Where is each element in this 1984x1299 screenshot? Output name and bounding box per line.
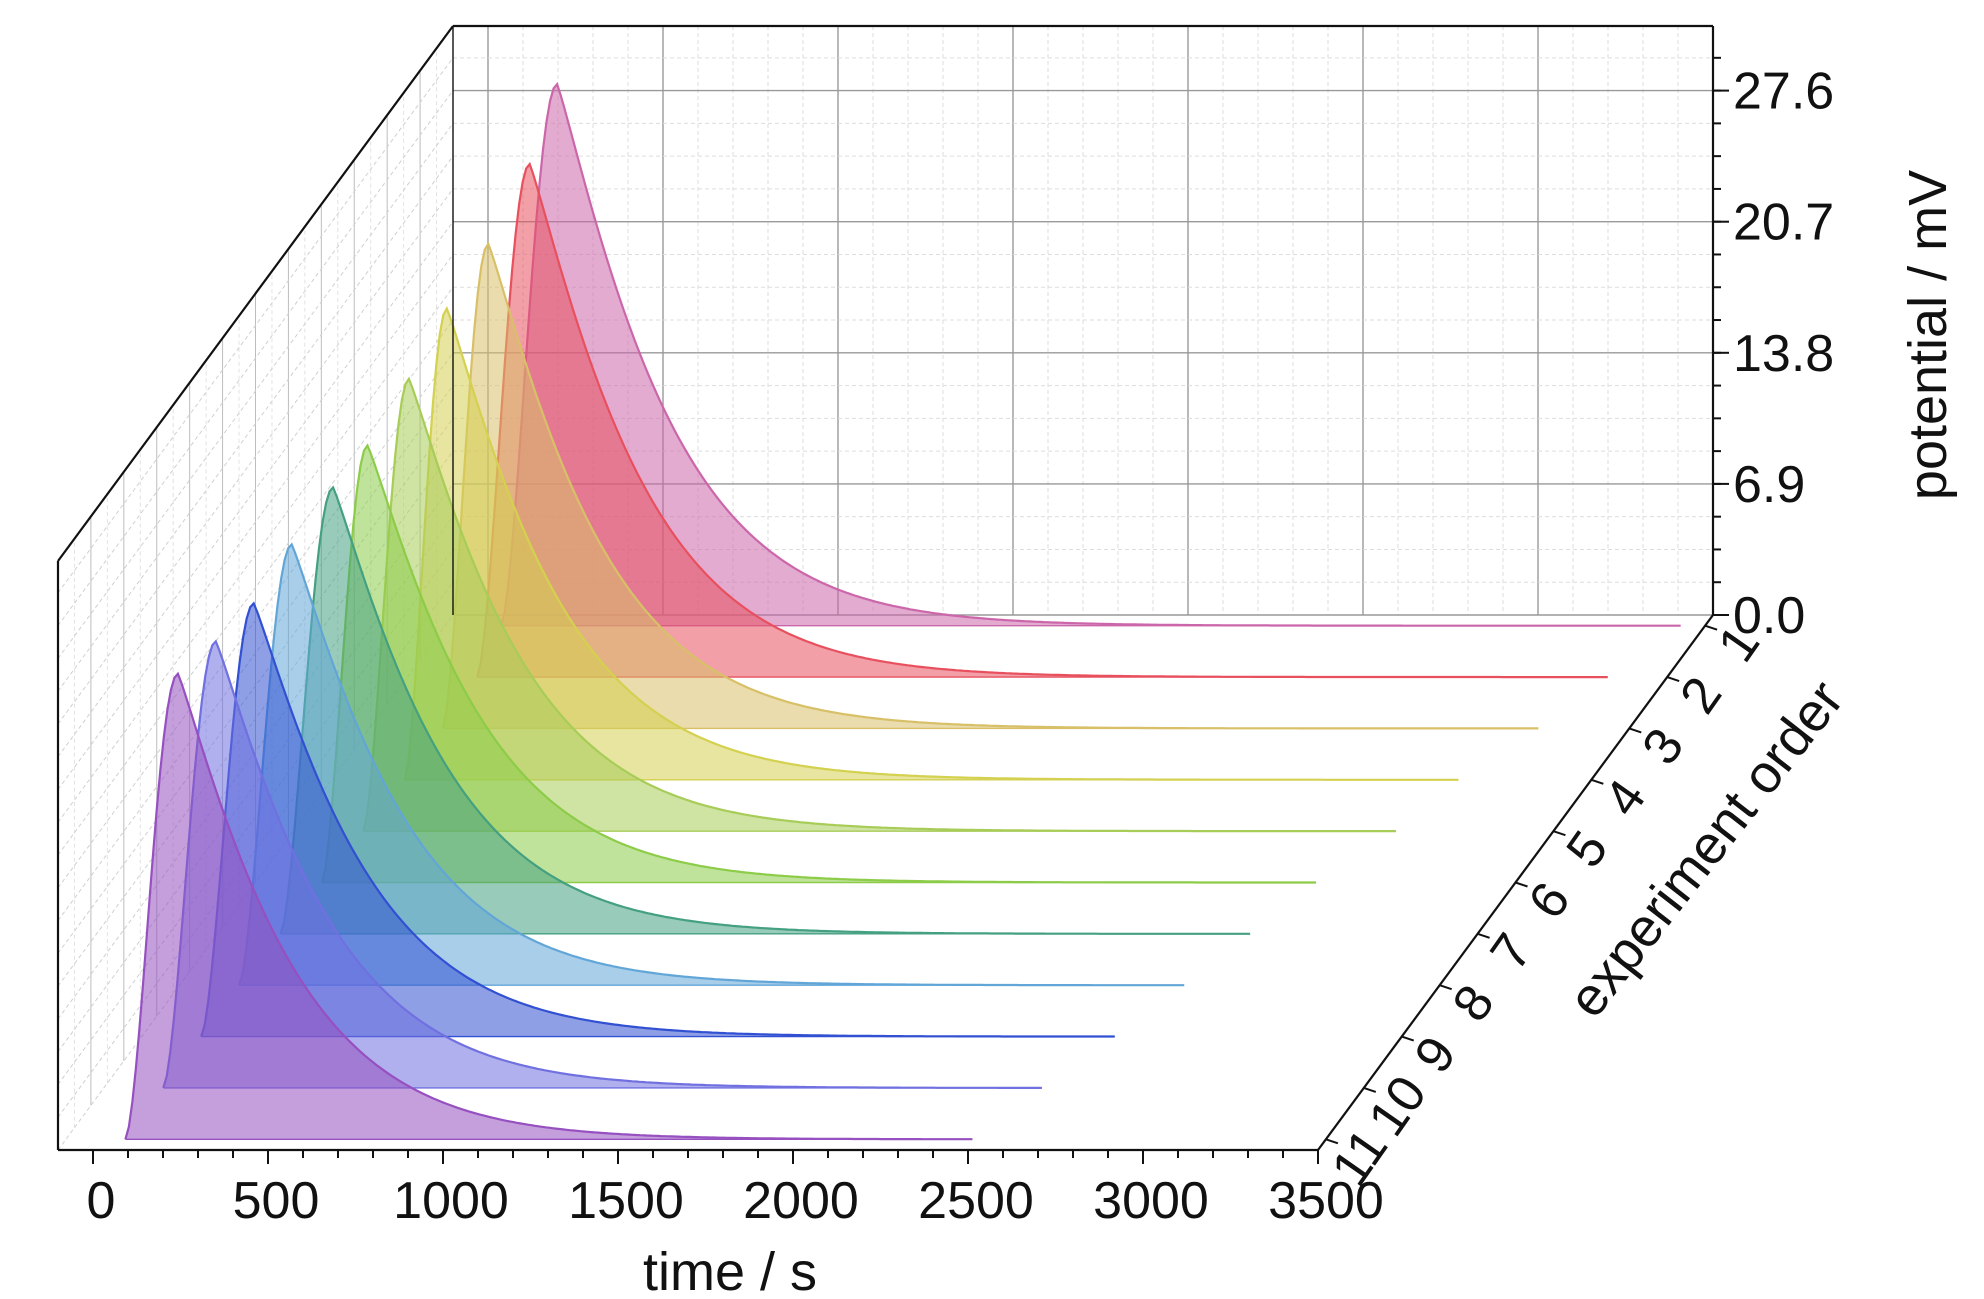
x-tick-label: 500 xyxy=(233,1172,320,1230)
x-tick-label: 2500 xyxy=(918,1172,1034,1230)
z-axis-title: potential / mV xyxy=(1898,170,1958,500)
z-tick-label: 0.0 xyxy=(1733,587,1805,645)
left-wall-gridline-z xyxy=(57,123,454,659)
left-wall-gridline-z xyxy=(57,221,454,757)
left-wall-gridline-z xyxy=(57,90,454,626)
z-axis-ticks: 0.0 6.9 13.8 20.7 27.6 xyxy=(1713,56,1834,645)
left-wall-gridline-z xyxy=(57,254,454,790)
series-11-area xyxy=(125,673,973,1140)
left-wall-gridline-z xyxy=(57,286,454,823)
z-tick-label: 27.6 xyxy=(1733,63,1834,121)
order-tick-mark xyxy=(1363,1086,1377,1093)
left-top-edge xyxy=(57,25,454,562)
z-tick-label: 6.9 xyxy=(1733,456,1805,514)
order-tick-mark xyxy=(1325,1138,1339,1145)
order-tick-label: 5 xyxy=(1555,821,1619,878)
left-wall-gridline-z xyxy=(57,155,454,692)
order-tick-mark xyxy=(1666,676,1680,683)
order-tick-mark xyxy=(1477,932,1490,939)
z-tick-label: 13.8 xyxy=(1733,325,1834,383)
x-axis-ticks: 0 500 1000 1500 2000 2500 3000 3500 xyxy=(87,1150,1384,1230)
order-tick-mark xyxy=(1401,1035,1415,1042)
z-tick-label: 20.7 xyxy=(1733,194,1834,252)
x-tick-label: 2000 xyxy=(743,1172,859,1230)
order-tick-mark xyxy=(1704,624,1718,631)
order-tick-label: 8 xyxy=(1442,975,1506,1032)
series-layer xyxy=(124,81,1681,1141)
x-tick-label: 0 xyxy=(87,1172,116,1230)
x-tick-label: 3500 xyxy=(1268,1172,1384,1230)
x-tick-label: 3000 xyxy=(1093,1172,1209,1230)
order-tick-label: 4 xyxy=(1593,770,1657,827)
order-tick-mark xyxy=(1515,881,1528,888)
order-tick-label: 2 xyxy=(1669,667,1733,724)
order-tick-label: 3 xyxy=(1631,718,1695,775)
x-tick-label: 1500 xyxy=(568,1172,684,1230)
left-wall-gridline-z xyxy=(57,57,454,594)
order-tick-mark xyxy=(1628,727,1642,734)
order-tick-label: 9 xyxy=(1404,1026,1468,1083)
order-tick-mark xyxy=(1553,830,1566,837)
x-axis-title: time / s xyxy=(643,1242,817,1299)
x-tick-label: 1000 xyxy=(393,1172,509,1230)
order-tick-mark xyxy=(1591,778,1604,785)
left-wall-gridline-z xyxy=(57,319,454,856)
order-tick-mark xyxy=(1439,984,1452,991)
order-tick-label: 6 xyxy=(1518,872,1582,929)
left-wall-gridline-z xyxy=(57,188,454,725)
order-tick-label: 7 xyxy=(1480,924,1544,981)
